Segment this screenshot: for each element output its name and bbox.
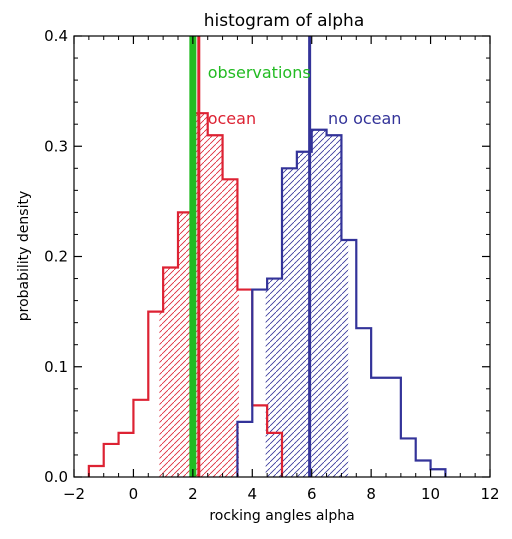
no-ocean-hatch-bin [371, 378, 386, 477]
x-axis-label: rocking angles alpha [209, 508, 354, 524]
no-ocean-hatch-bin [401, 438, 416, 477]
x-tick-label: 6 [307, 485, 317, 503]
no-ocean-hatch-bin [356, 328, 371, 477]
ocean-hatch-bin [178, 212, 193, 477]
no-ocean-label: no ocean [328, 109, 401, 128]
y-tick-label: 0.2 [44, 248, 68, 266]
x-tick-label: 0 [129, 485, 139, 503]
ocean-hatch-bin [159, 311, 164, 477]
y-axis: 0.0 0.1 0.2 0.3 0.4 [44, 27, 490, 486]
x-tick-label: 4 [248, 485, 258, 503]
ocean-hatch-bin [133, 400, 148, 477]
ocean-hatch-bin [163, 267, 178, 477]
series-labels: ocean no ocean observations [208, 63, 402, 128]
ocean-hatch-bin [252, 405, 267, 477]
x-tick-label: 8 [366, 485, 376, 503]
no-ocean-hatch-bin [267, 278, 282, 477]
no-ocean-histogram-outline [236, 128, 447, 477]
ocean-hatch-bin [119, 433, 134, 477]
ocean-label: ocean [208, 109, 256, 128]
no-ocean-hatch-bin [326, 135, 342, 477]
ocean-hatch-bin [89, 466, 104, 477]
no-ocean-hatch-bin [296, 151, 312, 477]
histogram-series [87, 112, 447, 477]
no-ocean-hatch-bin [282, 168, 297, 477]
y-tick-label: 0.4 [44, 27, 68, 45]
y-tick-label: 0.0 [44, 468, 68, 486]
ocean-hatch-bin [104, 444, 119, 477]
x-tick-label: 12 [480, 485, 499, 503]
x-axis: −2 0 2 4 6 8 10 12 [63, 36, 500, 503]
ocean-hatch-bin [237, 289, 239, 477]
vertical-lines [189, 36, 312, 477]
no-ocean-hatch-bin [416, 460, 431, 477]
x-tick-label: 10 [421, 485, 440, 503]
no-ocean-hatch-bin [341, 239, 349, 477]
hatched-regions [89, 113, 446, 477]
y-tick-label: 0.3 [44, 137, 68, 155]
chart-title: histogram of alpha [204, 11, 365, 31]
y-axis-label: probability density [16, 191, 32, 321]
no-ocean-hatch-bin [237, 422, 252, 477]
no-ocean-hatch-bin [386, 378, 401, 477]
x-tick-label: −2 [63, 485, 85, 503]
no-ocean-hatch-bin [431, 469, 446, 477]
observations-label: observations [208, 63, 311, 82]
no-ocean-hatch-bin [265, 289, 268, 477]
x-tick-label: 2 [188, 485, 198, 503]
no-ocean-hatch-bin [311, 129, 327, 477]
y-tick-label: 0.1 [44, 358, 68, 376]
ocean-hatch-bin [222, 179, 238, 477]
ocean-hatch-bin [207, 135, 223, 477]
